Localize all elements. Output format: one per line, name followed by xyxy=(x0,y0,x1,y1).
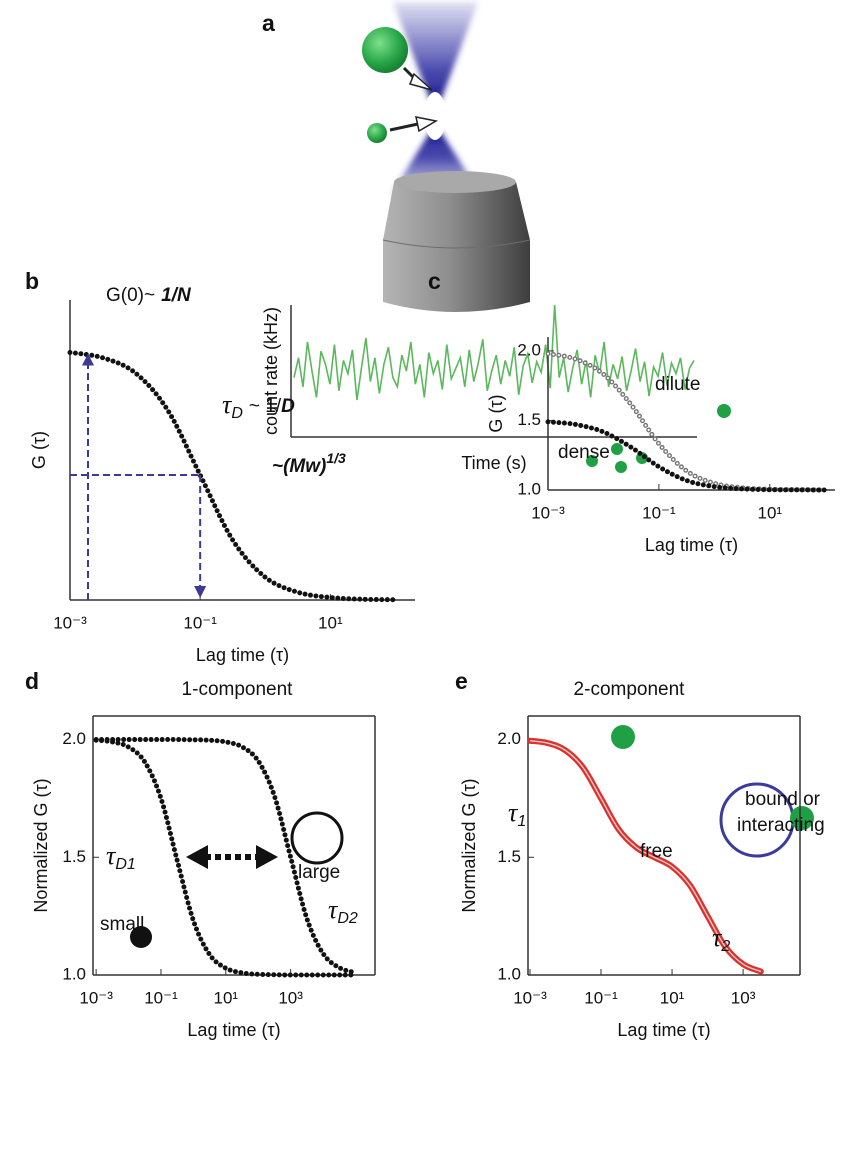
panel: 10⁻³ 10⁻¹ 10¹ 10³ 1.0 1.5 2.0 e 2-component Lag t… xyxy=(455,668,825,1040)
x-axis-label: Lag time (τ) xyxy=(617,1020,710,1040)
data-line xyxy=(93,737,358,978)
x-axis-label: Lag time (τ) xyxy=(196,645,289,665)
x-tick-label: 10⁻³ xyxy=(513,988,547,1007)
annotation-part: 2 xyxy=(720,938,730,955)
panel: 10⁻³ 10⁻¹ 10¹ 10³ 1.0 1.5 2.0 d 1-component Lag t… xyxy=(25,668,376,1040)
y-tick-label: 1.5 xyxy=(517,410,541,429)
annotation-part: 1 xyxy=(517,813,526,830)
panel-label: d xyxy=(25,668,39,694)
annotation-part: D1 xyxy=(115,856,135,873)
annotation-part: bound or xyxy=(745,789,821,810)
annotation-part: small xyxy=(100,914,144,935)
x-tick-label: 10⁻¹ xyxy=(642,503,676,522)
guide-arrow xyxy=(82,353,94,366)
guide-arrow xyxy=(194,586,207,598)
x-tick-label: 10¹ xyxy=(214,988,239,1007)
annotation: dense xyxy=(558,442,610,463)
annotation: bound or xyxy=(745,789,821,810)
panel-label: b xyxy=(25,268,39,294)
panel: 10⁻³ 10⁻¹ 10¹ 1.0 1.5 2.0 c Lag time (τ) G (τ) di… xyxy=(428,268,835,555)
annotation-part: interacting xyxy=(737,815,825,836)
annotation-part: G(0)~ xyxy=(106,285,155,306)
x-tick-label: 10³ xyxy=(731,988,756,1007)
annotation-part: ~ 1/ xyxy=(249,396,282,417)
annotation: τD ~ 1/D xyxy=(222,390,295,422)
annotation-part: large xyxy=(298,862,340,883)
data-line xyxy=(529,740,762,973)
y-axis-label: Normalized G (τ) xyxy=(459,778,479,912)
x-tick-label: 10⁻¹ xyxy=(183,613,217,632)
particles xyxy=(130,811,344,948)
annotation: G(0)~ 1/N xyxy=(106,285,192,306)
annotation-part: D xyxy=(231,405,243,422)
x-axis-label: Lag time (τ) xyxy=(187,1020,280,1040)
y-axis-label: G (τ) xyxy=(486,394,506,432)
annotation: τ2 xyxy=(712,923,730,955)
y-tick-label: 1.0 xyxy=(62,964,86,983)
panel-title: 2-component xyxy=(574,679,686,700)
annotation: τD1 xyxy=(106,841,136,873)
x-tick-label: 10⁻¹ xyxy=(144,988,178,1007)
panel-label: e xyxy=(455,668,468,694)
y-tick-label: 1.5 xyxy=(62,847,86,866)
annotation: small xyxy=(100,914,144,935)
annotation-part: 1/3 xyxy=(326,450,346,466)
annotation-part: τ xyxy=(508,798,519,827)
y-tick-label: 2.0 xyxy=(62,729,86,748)
annotation: ~(Mw)1/3 xyxy=(272,450,346,477)
y-axis-label: Normalized G (τ) xyxy=(31,778,51,912)
annotation: interacting xyxy=(737,815,825,836)
data-line xyxy=(93,737,358,976)
y-tick-label: 1.0 xyxy=(517,479,541,498)
x-tick-label: 10⁻¹ xyxy=(584,988,618,1007)
y-axis-label: count rate (kHz) xyxy=(261,307,281,435)
panel-label: a xyxy=(262,10,275,36)
y-tick-label: 1.0 xyxy=(497,964,521,983)
annotation-part: dilute xyxy=(655,374,700,395)
x-tick-label: 10³ xyxy=(278,988,303,1007)
x-tick-label: 10¹ xyxy=(660,988,685,1007)
data-line xyxy=(293,304,695,401)
y-tick-label: 2.0 xyxy=(517,340,541,359)
y-tick-label: 2.0 xyxy=(497,729,521,748)
annotation: dilute xyxy=(655,374,700,395)
data-line xyxy=(545,419,828,493)
annotation: free xyxy=(640,841,673,862)
annotation-part: free xyxy=(640,841,673,862)
annotation: large xyxy=(298,862,340,883)
illustration xyxy=(362,2,531,312)
y-axis-label: G (τ) xyxy=(29,431,49,469)
panel-label: c xyxy=(428,268,441,294)
annotation-part: dense xyxy=(558,442,610,463)
panel-title: 1-component xyxy=(182,679,294,700)
annotation-part: τ xyxy=(712,923,723,952)
annotation-part: τ xyxy=(106,841,117,870)
annotation-part: 1/N xyxy=(161,285,192,306)
data-line xyxy=(67,350,398,603)
x-tick-label: 10⁻³ xyxy=(531,503,565,522)
panel: a Time (s) count rate (kHz) xyxy=(261,10,697,473)
annotation-part: τ xyxy=(222,390,233,419)
data-line xyxy=(546,352,827,492)
particles xyxy=(611,725,814,858)
y-tick-label: 1.5 xyxy=(497,847,521,866)
x-tick-label: 10¹ xyxy=(318,613,343,632)
annotation-part: D xyxy=(281,396,295,417)
x-axis-label: Time (s) xyxy=(461,453,526,473)
annotation-part: ~(Mw) xyxy=(272,456,326,477)
annotation: τ1 xyxy=(508,798,526,830)
x-tick-label: 10⁻³ xyxy=(79,988,113,1007)
annotation: τD2 xyxy=(328,895,358,927)
annotation-part: D2 xyxy=(337,910,358,927)
x-axis-label: Lag time (τ) xyxy=(645,535,738,555)
x-tick-label: 10⁻³ xyxy=(53,613,87,632)
x-tick-label: 10¹ xyxy=(757,503,782,522)
annotation-part: τ xyxy=(328,895,339,924)
